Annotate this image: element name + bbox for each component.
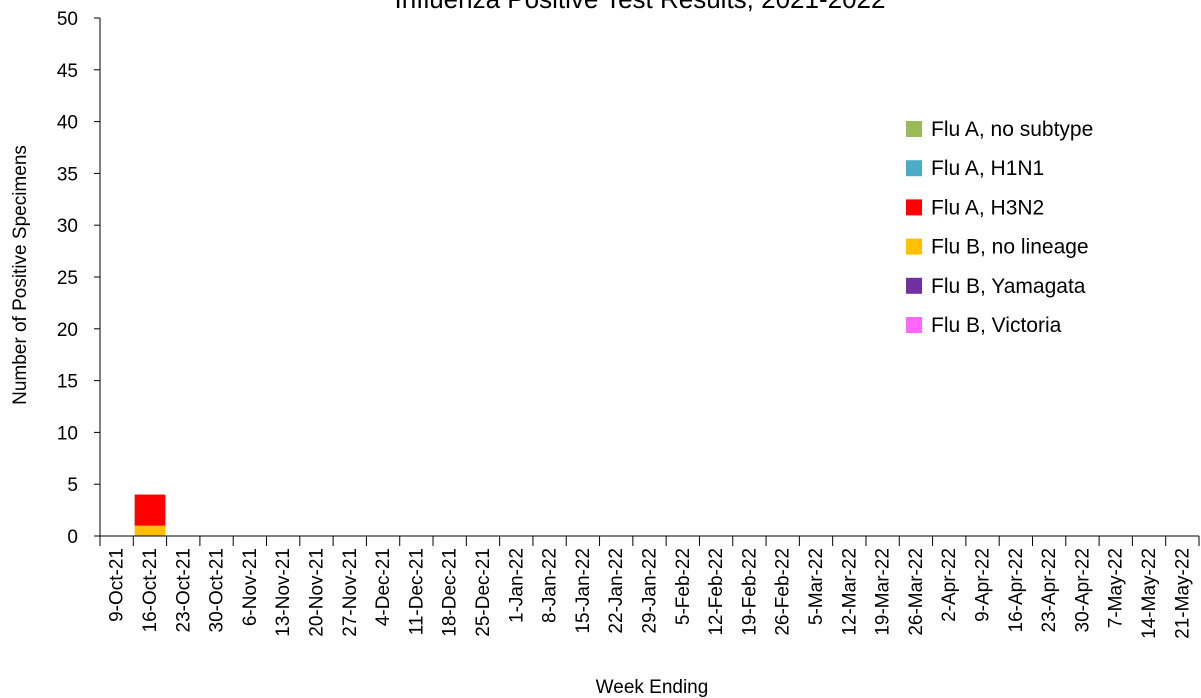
- y-tick-label: 25: [57, 268, 78, 289]
- x-tick-label: 7-May-22: [1106, 548, 1127, 628]
- x-tick-label: 1-Jan-22: [506, 548, 527, 623]
- x-tick-label: 22-Jan-22: [606, 548, 627, 634]
- y-tick-label: 45: [57, 61, 78, 82]
- x-tick-label: 16-Oct-21: [140, 548, 161, 632]
- x-tick-label: 26-Feb-22: [773, 548, 794, 636]
- x-tick-label: 12-Feb-22: [706, 548, 727, 636]
- legend: Flu A, no subtype Flu A, H1N1 Flu A, H3N2 F…: [906, 118, 1093, 337]
- x-tick-label: 23-Oct-21: [173, 548, 194, 632]
- x-tick-label: 19-Feb-22: [739, 548, 760, 636]
- y-tick-label: 15: [57, 372, 78, 393]
- y-tick-label: 30: [57, 216, 78, 237]
- x-tick-label: 18-Dec-21: [440, 548, 461, 637]
- x-tick-label: 21-May-22: [1172, 548, 1193, 639]
- x-tick-label: 29-Jan-22: [640, 548, 661, 634]
- y-tick-label: 50: [57, 9, 78, 30]
- legend-swatch: [906, 277, 922, 294]
- x-tick-label: 5-Feb-22: [673, 548, 694, 625]
- legend-swatch: [906, 238, 922, 255]
- x-tick-label: 8-Jan-22: [540, 548, 561, 623]
- x-tick-label: 23-Apr-22: [1039, 548, 1060, 633]
- x-tick-label: 13-Nov-21: [273, 548, 294, 637]
- x-tick-label: 5-Mar-22: [806, 548, 827, 625]
- legend-swatch: [906, 199, 922, 216]
- y-tick-label: 35: [57, 164, 78, 185]
- x-tick-label: 16-Apr-22: [1006, 548, 1027, 633]
- legend-label: Flu A, no subtype: [931, 118, 1093, 141]
- y-tick-label: 20: [57, 320, 78, 341]
- x-tick-label: 6-Nov-21: [240, 548, 261, 626]
- legend-swatch: [906, 160, 922, 177]
- bar-segment: [134, 525, 166, 536]
- x-tick-label: 11-Dec-21: [406, 548, 427, 635]
- chart-title: Influenza Positive Test Results, 2021-20…: [395, 0, 886, 14]
- x-tick-label: 15-Jan-22: [573, 548, 594, 634]
- y-tick-label: 5: [67, 475, 78, 496]
- y-axis-title: Number of Positive Specimens: [10, 145, 31, 405]
- x-tick-label: 30-Apr-22: [1072, 548, 1093, 633]
- legend-label: Flu A, H1N1: [931, 157, 1044, 180]
- x-tick-label: 12-Mar-22: [839, 548, 860, 636]
- x-tick-label: 9-Oct-21: [107, 548, 128, 622]
- x-tick-label: 27-Nov-21: [340, 548, 361, 637]
- x-tick-label: 20-Nov-21: [306, 548, 327, 637]
- legend-swatch: [906, 121, 922, 137]
- x-axis: 9-Oct-21 16-Oct-21 23-Oct-21 30-Oct-21 6-Nov…: [99, 535, 1200, 639]
- legend-swatch: [906, 317, 922, 333]
- x-axis-title: Week Ending: [596, 677, 709, 698]
- y-axis: 0 5 10 15 20 25 30 35 40 45 50: [57, 9, 101, 548]
- x-tick-label: 9-Apr-22: [973, 548, 994, 622]
- x-tick-label: 14-May-22: [1139, 548, 1160, 639]
- bar-segment: [134, 494, 166, 526]
- x-tick-label: 26-Mar-22: [906, 548, 927, 636]
- y-tick-label: 0: [67, 527, 78, 548]
- x-tick-label: 2-Apr-22: [939, 548, 960, 622]
- y-tick-label: 40: [57, 113, 78, 134]
- bars: [134, 494, 166, 536]
- x-tick-label: 30-Oct-21: [207, 548, 228, 632]
- y-tick-label: 10: [57, 423, 78, 444]
- x-tick-label: 25-Dec-21: [473, 548, 494, 637]
- x-tick-label: 4-Dec-21: [373, 548, 394, 626]
- legend-label: Flu B, no lineage: [931, 236, 1089, 259]
- legend-label: Flu A, H3N2: [931, 196, 1044, 219]
- legend-label: Flu B, Victoria: [931, 314, 1062, 337]
- legend-label: Flu B, Yamagata: [931, 275, 1086, 298]
- x-tick-label: 19-Mar-22: [873, 548, 894, 636]
